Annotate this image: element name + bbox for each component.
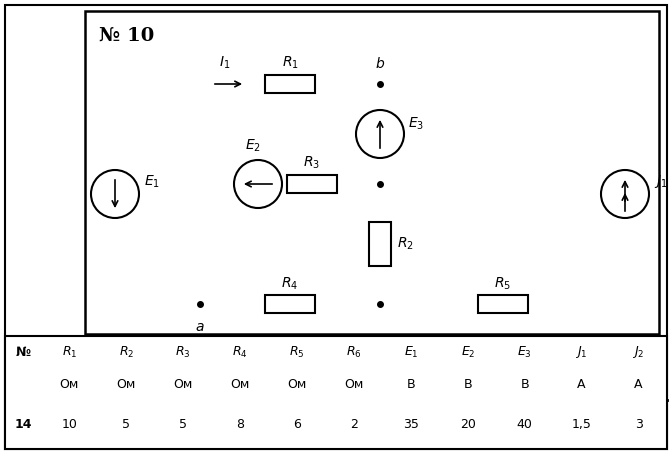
Text: $R_4$: $R_4$ bbox=[282, 276, 298, 292]
Text: 40: 40 bbox=[517, 418, 533, 431]
Text: $R_6$: $R_6$ bbox=[346, 345, 362, 360]
Text: $I_1$: $I_1$ bbox=[219, 54, 230, 71]
Text: $b$: $b$ bbox=[375, 56, 385, 71]
Text: $E_3$: $E_3$ bbox=[517, 345, 532, 360]
Text: В: В bbox=[407, 377, 415, 390]
Text: Ом: Ом bbox=[173, 377, 193, 390]
Text: Ом: Ом bbox=[117, 377, 136, 390]
Text: 1,5: 1,5 bbox=[572, 418, 591, 431]
Text: Ом: Ом bbox=[288, 377, 306, 390]
Text: $R_3$: $R_3$ bbox=[304, 155, 321, 171]
Text: А: А bbox=[634, 377, 643, 390]
Text: $R_5$: $R_5$ bbox=[494, 276, 511, 292]
Bar bbox=[85, 11, 659, 334]
Text: $E_3$: $E_3$ bbox=[408, 116, 424, 132]
Text: А: А bbox=[577, 377, 586, 390]
Bar bbox=[5, 336, 667, 449]
Text: №: № bbox=[15, 345, 30, 359]
Text: $a$: $a$ bbox=[195, 320, 205, 334]
Text: $R_4$: $R_4$ bbox=[233, 345, 248, 360]
Text: 35: 35 bbox=[403, 418, 419, 431]
Bar bbox=[478, 295, 528, 313]
Text: 20: 20 bbox=[460, 418, 476, 431]
Text: $E_1$: $E_1$ bbox=[144, 174, 160, 190]
Text: $R_2$: $R_2$ bbox=[119, 345, 134, 360]
Text: 3: 3 bbox=[634, 418, 642, 431]
Text: $E_2$: $E_2$ bbox=[245, 138, 261, 154]
Text: $R_2$: $R_2$ bbox=[397, 236, 414, 252]
Text: $R_1$: $R_1$ bbox=[62, 345, 77, 360]
Text: 10: 10 bbox=[61, 418, 77, 431]
Text: № 10: № 10 bbox=[99, 27, 155, 45]
Text: Ом: Ом bbox=[60, 377, 79, 390]
Text: $J_2$: $J_2$ bbox=[632, 344, 644, 360]
Text: 6: 6 bbox=[293, 418, 301, 431]
Bar bbox=[369, 222, 391, 266]
Text: 5: 5 bbox=[179, 418, 187, 431]
Text: В: В bbox=[520, 377, 529, 390]
Bar bbox=[265, 75, 315, 93]
Text: $J_1$: $J_1$ bbox=[654, 173, 667, 191]
Text: Ом: Ом bbox=[344, 377, 364, 390]
Bar bbox=[265, 295, 315, 313]
Text: $R_1$: $R_1$ bbox=[282, 54, 298, 71]
Text: $R_5$: $R_5$ bbox=[290, 345, 305, 360]
Text: 8: 8 bbox=[236, 418, 244, 431]
Text: 5: 5 bbox=[122, 418, 130, 431]
Text: 14: 14 bbox=[14, 418, 32, 431]
Text: 2: 2 bbox=[350, 418, 358, 431]
Bar bbox=[287, 175, 337, 193]
Text: $J_1$: $J_1$ bbox=[575, 344, 588, 360]
Text: $E_2$: $E_2$ bbox=[460, 345, 475, 360]
Text: В: В bbox=[464, 377, 472, 390]
Text: $E_1$: $E_1$ bbox=[404, 345, 418, 360]
Text: Ом: Ом bbox=[230, 377, 250, 390]
Text: $R_3$: $R_3$ bbox=[175, 345, 191, 360]
